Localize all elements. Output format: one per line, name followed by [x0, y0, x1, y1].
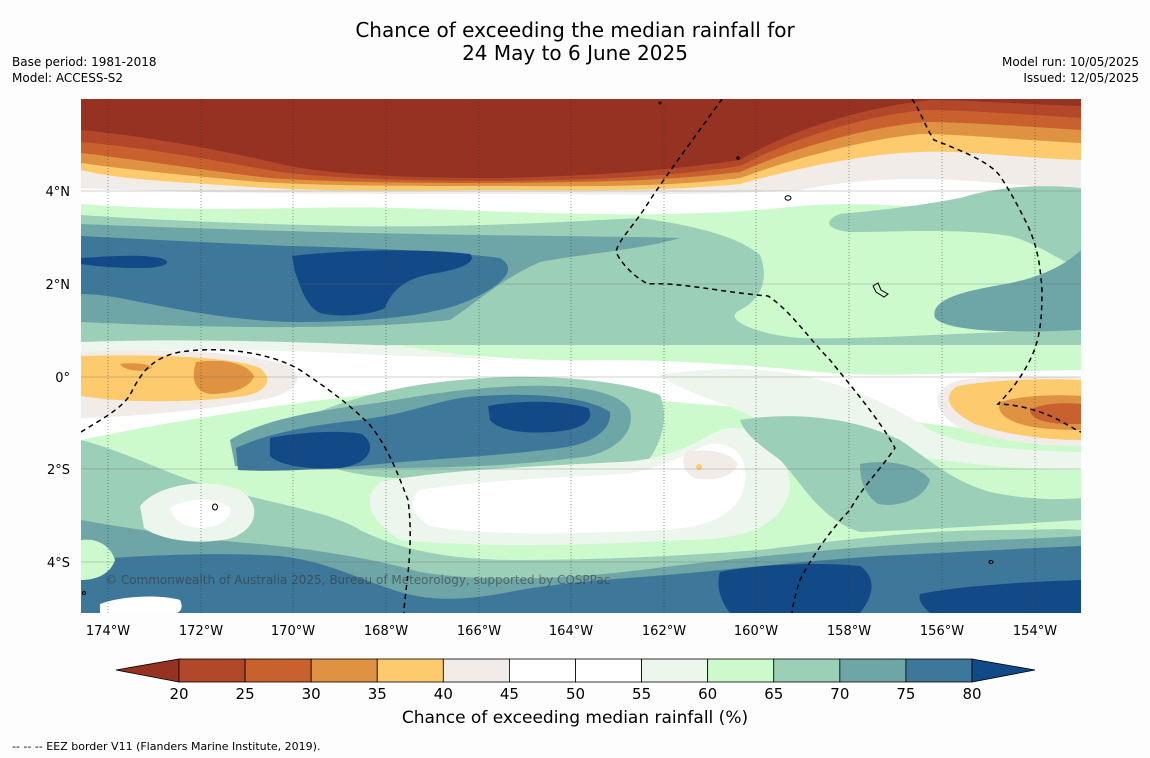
lat-tick-label: 2°S [47, 463, 70, 478]
lon-tick-label: 158°W [827, 624, 871, 639]
eez-borders [81, 99, 1081, 613]
equator-red-east [1030, 403, 1081, 424]
north-navy-left [81, 255, 168, 268]
colorbar-below-arrow [115, 658, 180, 683]
colorbar-above-arrow [971, 658, 1036, 683]
equator-orange-west [193, 360, 254, 394]
colorbar-label: 40 [434, 685, 453, 703]
equator-orange-west-2 [120, 363, 152, 371]
colorbar-cell [509, 658, 576, 683]
southwest-white-inner [170, 499, 231, 528]
lon-tick-label: 174°W [86, 624, 130, 639]
lat-tick-label: 0° [55, 371, 70, 386]
lon-tick-label: 154°W [1013, 624, 1057, 639]
equator-white [81, 342, 1081, 445]
colorbar-label: 80 [962, 685, 981, 703]
south-band-navy-center [718, 564, 872, 613]
north-band-darkred [81, 99, 1081, 178]
colorbar-cell [839, 658, 907, 683]
latitude-tick-labels: 4°N 2°N 0° 2°S 4°S [46, 185, 71, 571]
northeast-teal-75 [934, 250, 1081, 332]
south-band-navy-east [919, 580, 1081, 613]
colorbar-labels: 20 25 30 35 40 45 50 55 60 65 70 75 80 [169, 685, 981, 703]
lon-tick-label: 162°W [642, 624, 686, 639]
colorbar-label: 65 [764, 685, 783, 703]
colorbar-cell [178, 658, 246, 683]
lon-tick-label: 170°W [271, 624, 315, 639]
south-grey-spot [683, 450, 738, 480]
colorbar-cell [310, 658, 378, 683]
colorbar-label: 55 [632, 685, 651, 703]
colorbar-label: 60 [698, 685, 717, 703]
rainfall-probability-field: © Commonwealth of Australia 2025, Bureau… [81, 99, 1081, 613]
lon-tick-label: 172°W [179, 624, 223, 639]
lon-tick-label: 168°W [364, 624, 408, 639]
graticule-parallels [81, 190, 1081, 563]
lat-tick-label: 4°S [47, 556, 70, 571]
colorbar-label: 75 [896, 685, 915, 703]
model-run-text: Model run: 10/05/2025 [1001, 55, 1139, 69]
lon-tick-label: 160°W [734, 624, 778, 639]
colorbar-label: 35 [368, 685, 387, 703]
meta-right: Model run: 10/05/2025 Issued: 12/05/2025 [1002, 54, 1139, 86]
colorbar-cell [376, 658, 444, 683]
lon-tick-label: 164°W [549, 624, 593, 639]
east-lightgreen [660, 368, 1081, 470]
colorbar: 20 25 30 35 40 45 50 55 60 65 70 75 80 [115, 658, 1036, 703]
colorbar-label: 50 [566, 685, 585, 703]
east-teal-75 [860, 461, 930, 505]
longitude-tick-labels: 174°W 172°W 170°W 168°W 166°W 164°W 162°… [86, 624, 1057, 639]
colorbar-label: 20 [169, 685, 188, 703]
meta-left: Base period: 1981-2018 Model: ACCESS-S2 [12, 54, 157, 86]
model-text: Model: ACCESS-S2 [12, 71, 124, 85]
colorbar-cells [178, 658, 973, 683]
colorbar-label: 45 [500, 685, 519, 703]
lat-tick-label: 2°N [46, 278, 71, 293]
colorbar-cell [905, 658, 973, 683]
equator-lightgreen-west [81, 340, 500, 360]
south-west-greenpatch [81, 539, 115, 580]
lon-tick-label: 166°W [457, 624, 501, 639]
issued-text: Issued: 12/05/2025 [1023, 71, 1139, 85]
colorbar-cell [575, 658, 642, 683]
eez-footnote: -- -- -- EEZ border V11 (Flanders Marine… [12, 740, 321, 753]
south-white-inner [412, 443, 746, 534]
north-navy-center [292, 250, 472, 316]
map-title: Chance of exceeding the median rainfall … [0, 19, 1150, 65]
south-west-navy [270, 431, 371, 469]
colorbar-label: 70 [830, 685, 849, 703]
colorbar-label: 25 [236, 685, 255, 703]
colorbar-title: Chance of exceeding median rainfall (%) [401, 708, 749, 728]
colorbar-cell [773, 658, 841, 683]
colorbar-label: 30 [302, 685, 321, 703]
base-period-text: Base period: 1981-2018 [12, 55, 157, 69]
south-yellow-spot [696, 464, 702, 470]
colorbar-cell [244, 658, 312, 683]
colorbar-cell [707, 658, 775, 683]
colorbar-cell [442, 658, 510, 683]
south-central-navy [488, 401, 591, 433]
title-line-1: Chance of exceeding the median rainfall … [355, 18, 795, 42]
south-white-patch [100, 596, 182, 613]
title-line-2: 24 May to 6 June 2025 [462, 41, 688, 65]
islands [82, 101, 994, 595]
copyright-text: © Commonwealth of Australia 2025, Bureau… [105, 573, 610, 587]
colorbar-cell [641, 658, 709, 683]
lon-tick-label: 156°W [920, 624, 964, 639]
lat-tick-label: 4°N [46, 185, 71, 200]
